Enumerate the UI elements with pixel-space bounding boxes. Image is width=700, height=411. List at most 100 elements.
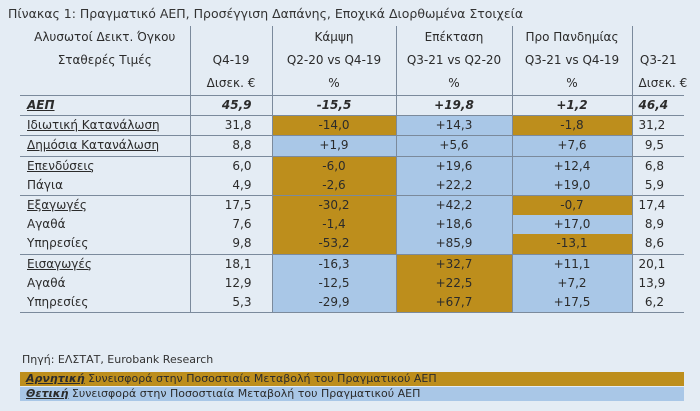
header-cell: Σταθερές Τιμές <box>57 53 152 67</box>
cell-q3-21: 20,1 <box>631 253 684 274</box>
table-row-gdp: ΑΕΠ 45,9 -15,5 +19,8 +1,2 46,4 <box>20 94 684 117</box>
cell-decline: +1,9 <box>271 135 396 157</box>
cell-q3-21: 6,2 <box>631 292 684 314</box>
cell-expansion: +18,6 <box>395 215 512 235</box>
header-row-2: Σταθερές Τιμές Q4-19 Q2-20 vs Q4-19 Q3-2… <box>20 49 684 72</box>
header-cell: Προ Πανδημίας <box>511 26 632 49</box>
row-label: Επενδύσεις <box>20 155 190 176</box>
header-cell: % <box>395 72 512 96</box>
header-cell: Q3-21 vs Q4-19 <box>511 49 632 72</box>
cell-expansion: +19,6 <box>395 155 512 176</box>
row-label: Πάγια <box>27 177 64 192</box>
cell-q4-19: 4,9 <box>189 175 272 196</box>
cell-decline: -14,0 <box>271 115 396 136</box>
legend-negative: Αρνητική Συνεισφορά στην Ποσοστιαία Μετα… <box>20 372 684 386</box>
cell-expansion: +5,6 <box>395 135 512 157</box>
cell-pre-pandemic: +17,5 <box>511 292 632 314</box>
table-row: Υπηρεσίες 5,3 -29,9 +67,7 +17,5 6,2 <box>20 292 684 314</box>
cell-q4-19: 18,1 <box>189 253 272 274</box>
cell-q4-19: 17,5 <box>189 194 272 216</box>
row-label: Δημόσια Κατανάλωση <box>20 135 190 157</box>
header-cell: Δισεκ. € <box>189 72 272 96</box>
table-row: Πάγια 4,9 -2,6 +22,2 +19,0 5,9 <box>20 175 684 196</box>
cell-q4-19: 6,0 <box>189 155 272 176</box>
cell-pre-pandemic: +1,2 <box>511 94 632 117</box>
row-label: Αγαθά <box>27 275 66 290</box>
cell-decline: -29,9 <box>271 292 396 314</box>
cell-decline: -30,2 <box>271 194 396 216</box>
cell-q4-19: 31,8 <box>189 115 272 136</box>
table-row: Αγαθά 7,6 -1,4 +18,6 +17,0 8,9 <box>20 215 684 235</box>
cell-expansion: +14,3 <box>395 115 512 136</box>
header-cell <box>631 26 684 49</box>
cell-q3-21: 17,4 <box>631 194 684 216</box>
cell-pre-pandemic: +7,2 <box>511 273 632 293</box>
header-cell <box>189 26 272 49</box>
header-cell: % <box>511 72 632 96</box>
cell-q4-19: 7,6 <box>189 215 272 235</box>
cell-decline: -16,3 <box>271 253 396 274</box>
cell-q3-21: 6,8 <box>631 155 684 176</box>
table-title: Πίνακας 1: Πραγματικό ΑΕΠ, Προσέγγιση Δα… <box>8 6 524 21</box>
table-row: Αγαθά 12,9 -12,5 +22,5 +7,2 13,9 <box>20 273 684 293</box>
header-cell: Αλυσωτοί Δεικτ. Όγκου <box>34 30 176 44</box>
cell-q4-19: 8,8 <box>189 135 272 157</box>
cell-q4-19: 45,9 <box>189 94 272 117</box>
row-label: Εξαγωγές <box>20 194 190 216</box>
legend-negative-keyword: Αρνητική <box>26 372 85 385</box>
gdp-table: Αλυσωτοί Δεικτ. Όγκου Κάμψη Επέκταση Προ… <box>20 26 687 314</box>
table-row: Ιδιωτική Κατανάλωση 31,8 -14,0 +14,3 -1,… <box>20 115 684 136</box>
row-label: Ιδιωτική Κατανάλωση <box>20 115 190 136</box>
cell-decline: -15,5 <box>271 94 396 117</box>
header-cell: Κάμψη <box>271 26 396 49</box>
row-label: Εισαγωγές <box>20 253 190 274</box>
table-row: Εισαγωγές 18,1 -16,3 +32,7 +11,1 20,1 <box>20 253 684 274</box>
cell-q4-19: 9,8 <box>189 234 272 254</box>
header-cell: Q3-21 <box>631 49 684 72</box>
cell-q3-21: 5,9 <box>631 175 684 196</box>
cell-decline: -53,2 <box>271 234 396 254</box>
cell-expansion: +22,5 <box>395 273 512 293</box>
cell-expansion: +32,7 <box>395 253 512 274</box>
cell-q3-21: 8,6 <box>631 234 684 254</box>
header-cell: Δισεκ. € <box>631 72 687 96</box>
header-cell <box>20 72 190 96</box>
cell-expansion: +22,2 <box>395 175 512 196</box>
header-cell: Q2-20 vs Q4-19 <box>271 49 396 72</box>
cell-pre-pandemic: +17,0 <box>511 215 632 235</box>
cell-q4-19: 12,9 <box>189 273 272 293</box>
cell-q3-21: 8,9 <box>631 215 684 235</box>
cell-q3-21: 31,2 <box>631 115 684 136</box>
cell-decline: -2,6 <box>271 175 396 196</box>
header-cell: % <box>271 72 396 96</box>
row-label: ΑΕΠ <box>20 94 190 117</box>
table-row: Εξαγωγές 17,5 -30,2 +42,2 -0,7 17,4 <box>20 194 684 216</box>
cell-expansion: +85,9 <box>395 234 512 254</box>
table-row: Δημόσια Κατανάλωση 8,8 +1,9 +5,6 +7,6 9,… <box>20 135 684 157</box>
cell-expansion: +42,2 <box>395 194 512 216</box>
cell-pre-pandemic: +11,1 <box>511 253 632 274</box>
header-cell: Q3-21 vs Q2-20 <box>395 49 512 72</box>
table-row: Επενδύσεις 6,0 -6,0 +19,6 +12,4 6,8 <box>20 155 684 176</box>
source-note: Πηγή: ΕΛΣΤΑΤ, Eurobank Research <box>22 353 214 366</box>
cell-pre-pandemic: +7,6 <box>511 135 632 157</box>
cell-decline: -1,4 <box>271 215 396 235</box>
cell-pre-pandemic: +19,0 <box>511 175 632 196</box>
cell-q3-21: 13,9 <box>631 273 684 293</box>
legend-positive-text: Συνεισφορά στην Ποσοστιαία Μεταβολή του … <box>68 387 421 400</box>
cell-expansion: +67,7 <box>395 292 512 314</box>
cell-q3-21: 46,4 <box>631 94 684 117</box>
legend-positive: Θετική Συνεισφορά στην Ποσοστιαία Μεταβο… <box>20 387 684 401</box>
legend-negative-text: Συνεισφορά στην Ποσοστιαία Μεταβολή του … <box>84 372 437 385</box>
cell-pre-pandemic: -0,7 <box>511 194 632 216</box>
row-label: Υπηρεσίες <box>27 236 89 251</box>
row-label: Αγαθά <box>27 217 66 232</box>
cell-expansion: +19,8 <box>395 94 512 117</box>
row-label: Υπηρεσίες <box>20 292 190 314</box>
legend-positive-keyword: Θετική <box>26 387 69 400</box>
cell-pre-pandemic: -13,1 <box>511 234 632 254</box>
header-cell: Επέκταση <box>395 26 512 49</box>
table-row: Υπηρεσίες 9,8 -53,2 +85,9 -13,1 8,6 <box>20 234 684 254</box>
header-cell: Q4-19 <box>189 49 272 72</box>
cell-decline: -12,5 <box>271 273 396 293</box>
